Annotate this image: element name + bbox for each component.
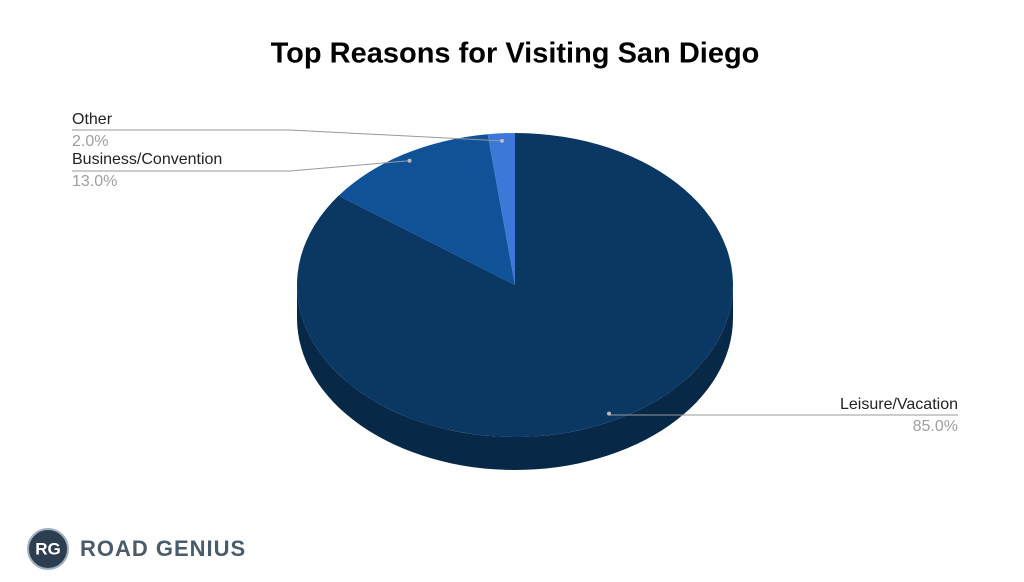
leader-dot [407, 158, 412, 163]
pie-side [297, 285, 733, 470]
slice-label: Business/Convention [72, 151, 222, 168]
logo-badge [27, 528, 69, 570]
slice-value-label: 85.0% [913, 418, 958, 435]
leader-dot [499, 138, 504, 143]
slice-label: Leisure/Vacation [840, 396, 958, 413]
logo-initials: RG [35, 539, 61, 558]
pie-slice [487, 133, 515, 285]
slice-label: Other [72, 111, 113, 128]
leader-dot [607, 411, 612, 416]
leader-line [72, 129, 503, 142]
chart-title: Top Reasons for Visiting San Diego [271, 38, 760, 70]
slice-value-label: 13.0% [72, 173, 117, 190]
leader-line [72, 160, 410, 172]
pie-slice [338, 134, 515, 285]
slice-value-label: 2.0% [72, 133, 108, 150]
logo-name: ROAD GENIUS [80, 536, 246, 561]
